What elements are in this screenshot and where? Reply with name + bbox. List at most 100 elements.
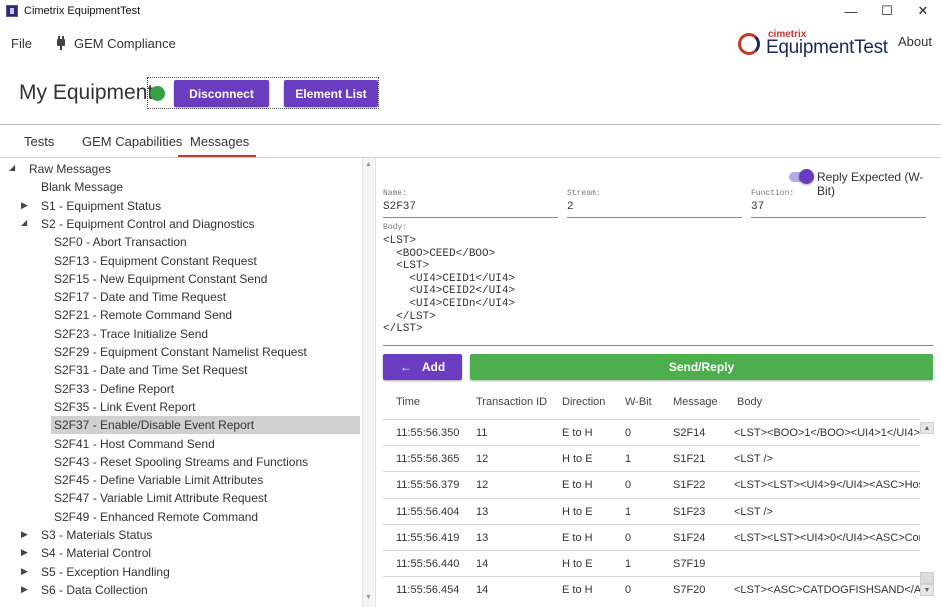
cell-body: <LST />	[734, 453, 773, 466]
cell-message: S7F19	[673, 558, 706, 570]
tree-item[interactable]: S2F43 - Reset Spooling Streams and Funct…	[51, 453, 308, 471]
element-list-button[interactable]: Element List	[284, 80, 378, 107]
table-row[interactable]: 11:55:56.379 12 E to H 0 S1F22 <LST><LST><UI4…	[383, 471, 920, 497]
tree-item[interactable]: Raw Messages	[26, 160, 111, 178]
table-row[interactable]: 11:55:56.365 12 H to E 1 S1F21 <LST />	[383, 445, 920, 471]
table-scroll-down-icon[interactable]: ▼	[920, 584, 934, 596]
tab-tests[interactable]: Tests	[24, 134, 55, 149]
cell-transaction-id: 13	[476, 531, 489, 544]
table-scrollbar[interactable]: ▲ ▼	[920, 420, 934, 607]
active-tab-indicator	[178, 155, 256, 157]
stream-field-underline	[567, 217, 742, 218]
tree-item[interactable]: S2F17 - Date and Time Request	[51, 288, 226, 306]
tree-item[interactable]: S5 - Exception Handling	[38, 563, 170, 581]
menu-file[interactable]: File	[11, 35, 32, 51]
app-icon	[6, 5, 18, 17]
function-field[interactable]: 37	[751, 201, 765, 213]
name-field[interactable]: S2F37	[383, 201, 417, 213]
add-button[interactable]: ← Add	[383, 354, 462, 380]
table-row[interactable]: 11:55:56.440 14 H to E 1 S7F19	[383, 550, 920, 576]
close-button[interactable]: ✕	[917, 3, 929, 18]
chevron-right-icon[interactable]: ▶	[21, 565, 28, 576]
cell-transaction-id: 11	[476, 427, 488, 439]
scroll-down-icon[interactable]: ▼	[365, 594, 372, 601]
tree-item[interactable]: S3 - Materials Status	[38, 526, 152, 544]
menu-bar: File GEM Compliance	[0, 28, 941, 58]
cell-message: S7F20	[673, 584, 706, 597]
cell-time: 11:55:56.365	[396, 453, 460, 466]
tree-item[interactable]: S2F45 - Define Variable Limit Attributes	[51, 471, 263, 489]
column-header-w-bit[interactable]: W-Bit	[625, 396, 652, 408]
column-header-transaction-id[interactable]: Transaction ID	[476, 396, 548, 408]
tree-item-label: Blank Message	[41, 180, 124, 195]
tree-item[interactable]: S2F29 - Equipment Constant Namelist Requ…	[51, 343, 307, 361]
column-header-body[interactable]: Body	[737, 396, 763, 408]
tree-item[interactable]: S2F49 - Enhanced Remote Command	[51, 508, 258, 526]
tree-item[interactable]: S2F37 - Enable/Disable Event Report	[51, 416, 360, 435]
tree-item[interactable]: S2F0 - Abort Transaction	[51, 233, 187, 251]
table-row[interactable]: 11:55:56.454 14 E to H 0 S7F20 <LST><ASC>CATD…	[383, 576, 920, 602]
disconnect-button[interactable]: Disconnect	[174, 80, 269, 107]
table-row[interactable]: 11:55:56.350 11 E to H 0 S2F14 <LST><BOO>1</B…	[383, 419, 920, 445]
tab-bar: Tests GEM Capabilities Messages	[0, 125, 941, 157]
tab-gem-capabilities[interactable]: GEM Capabilities	[82, 134, 183, 149]
tree-item[interactable]: S2F23 - Trace Initialize Send	[51, 325, 208, 343]
tree-item[interactable]: S2F33 - Define Report	[51, 380, 174, 398]
chevron-right-icon[interactable]: ▶	[21, 583, 28, 594]
cell-direction: H to E	[562, 505, 593, 518]
chevron-expanded-icon[interactable]: ◢	[9, 163, 16, 172]
tree-item-label: S2F0 - Abort Transaction	[54, 235, 187, 250]
menu-gem-compliance[interactable]: GEM Compliance	[56, 36, 176, 51]
tree-item[interactable]: S2F35 - Link Event Report	[51, 398, 195, 416]
tree-item[interactable]: S2F41 - Host Command Send	[51, 435, 215, 453]
body-editor[interactable]: <LST> <BOO>CEED</BOO> <LST> <UI4>CEID1</…	[383, 235, 516, 336]
table-row[interactable]: 11:55:56.404 13 H to E 1 S1F23 <LST />	[383, 497, 920, 524]
plug-icon	[56, 36, 66, 50]
chevron-expanded-icon[interactable]: ◢	[21, 217, 28, 227]
tree-item-label: S3 - Materials Status	[41, 528, 153, 542]
column-header-time[interactable]: Time	[396, 396, 421, 408]
tree-item[interactable]: S2 - Equipment Control and Diagnostics	[38, 215, 254, 233]
tree-item[interactable]: S2F15 - New Equipment Constant Send	[51, 270, 267, 288]
menu-about[interactable]: About	[898, 34, 932, 49]
tree-item[interactable]: S6 - Data Collection	[38, 581, 148, 599]
tree-item-label: S2F13 - Equipment Constant Request	[54, 253, 257, 268]
tree-item-label: Raw Messages	[29, 162, 112, 176]
table-scroll-up-icon[interactable]: ▲	[920, 422, 934, 434]
cell-time: 11:55:56.440	[396, 558, 460, 570]
stream-field[interactable]: 2	[567, 201, 574, 213]
stream-field-label: Stream:	[567, 189, 601, 198]
minimize-button[interactable]: —	[844, 3, 858, 19]
cell-body: <LST><ASC>CATDOGFISHSAND</AS...	[734, 584, 920, 597]
tree-item-label: S5 - Exception Handling	[41, 564, 170, 579]
table-scroll-thumb[interactable]	[920, 572, 934, 584]
tree-item[interactable]: S2F31 - Date and Time Set Request	[51, 361, 247, 379]
scroll-up-icon[interactable]: ▲	[365, 161, 372, 168]
cell-message: S1F22	[673, 479, 706, 492]
tree-item[interactable]: S2F21 - Remote Command Send	[51, 306, 232, 324]
column-header-message[interactable]: Message	[673, 396, 718, 408]
chevron-right-icon[interactable]: ▶	[21, 199, 28, 210]
tree-item[interactable]: S2F47 - Variable Limit Attribute Request	[51, 489, 267, 507]
tree-item[interactable]: S4 - Material Control	[38, 544, 151, 562]
logo-product-text: EquipmentTest	[766, 37, 888, 58]
cell-w-bit: 0	[625, 531, 632, 544]
table-row[interactable]: 11:55:56.419 13 E to H 0 S1F24 <LST><LST><UI4…	[383, 523, 920, 550]
title-bar: Cimetrix EquipmentTest — ☐ ✕	[0, 0, 941, 22]
reply-expected-toggle-knob[interactable]	[799, 169, 814, 184]
tab-divider	[0, 157, 941, 158]
tree-scrollbar[interactable]: ▲ ▼	[362, 158, 374, 607]
tree-item[interactable]: Blank Message	[38, 178, 123, 196]
column-header-direction[interactable]: Direction	[562, 396, 606, 408]
tab-messages[interactable]: Messages	[190, 134, 250, 149]
cell-time: 11:55:56.350	[396, 427, 460, 439]
reply-expected-label: Reply Expected (W-Bit)	[817, 170, 924, 198]
arrow-left-icon: ←	[399, 360, 412, 374]
send-reply-button[interactable]: Send/Reply	[470, 354, 933, 380]
maximize-button[interactable]: ☐	[881, 3, 893, 18]
tree-item[interactable]: S2F13 - Equipment Constant Request	[51, 252, 257, 270]
chevron-right-icon[interactable]: ▶	[21, 529, 28, 539]
tree-item[interactable]: S1 - Equipment Status	[38, 197, 161, 215]
message-log-table: 11:55:56.350 11 E to H 0 S2F14 <LST><BOO>1</B…	[383, 419, 920, 607]
chevron-right-icon[interactable]: ▶	[21, 547, 28, 558]
